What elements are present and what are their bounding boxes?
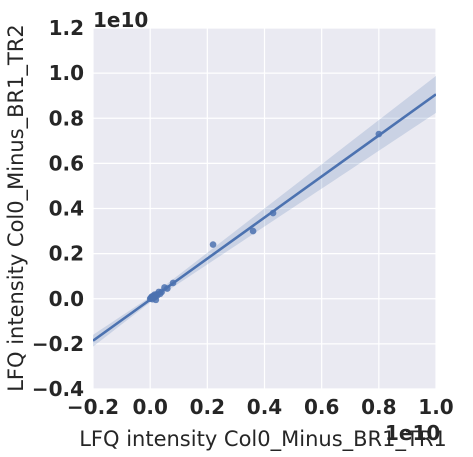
x-tick-label-3: 0.4 [247,395,282,419]
x-offset-label: 1e10 [385,421,440,445]
x-tick-label-5: 0.8 [361,395,396,419]
y-offset-label: 1e10 [93,8,148,32]
x-tick-label-0: −0.2 [67,395,119,419]
x-axis-label: LFQ intensity Col0_Minus_BR1_TR1 [79,427,447,452]
y-tick-label-8: 1.2 [49,16,84,40]
y-tick-label-6: 0.8 [49,106,84,130]
y-tick-label-5: 0.6 [49,151,84,175]
y-axis-label: LFQ intensity Col0_Minus_BR1_TR2 [4,24,29,392]
x-tick-labels: −0.2 0.0 0.2 0.4 0.6 0.8 1.0 [67,395,454,419]
x-tick-label-1: 0.0 [132,395,167,419]
grid-lines [92,27,437,390]
y-tick-label-2: 0.0 [49,287,84,311]
x-tick-label-2: 0.2 [190,395,225,419]
data-point-18 [209,241,217,248]
y-tick-label-7: 1.0 [49,61,84,85]
x-tick-label-6: 1.0 [418,395,453,419]
y-tick-label-4: 0.4 [49,197,84,221]
y-tick-label-3: 0.2 [49,242,84,266]
y-tick-label-1: −0.2 [32,332,84,356]
x-tick-label-4: 0.6 [304,395,339,419]
y-tick-labels: −0.4 −0.2 0.0 0.2 0.4 0.6 0.8 1.0 1.2 [32,16,84,401]
y-tick-label-0: −0.4 [32,377,84,401]
data-point-19 [249,227,257,235]
regression-line [93,93,436,342]
